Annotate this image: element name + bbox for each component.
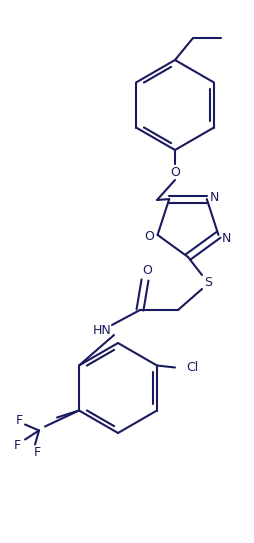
Text: F: F <box>15 414 23 427</box>
Text: F: F <box>33 446 40 459</box>
Text: F: F <box>13 439 21 452</box>
Text: O: O <box>169 166 179 179</box>
Text: N: N <box>221 232 230 245</box>
Text: Cl: Cl <box>185 361 197 374</box>
Text: O: O <box>144 230 154 243</box>
Text: S: S <box>203 275 211 288</box>
Text: O: O <box>141 263 151 276</box>
Text: N: N <box>209 191 219 204</box>
Text: HN: HN <box>92 324 111 337</box>
